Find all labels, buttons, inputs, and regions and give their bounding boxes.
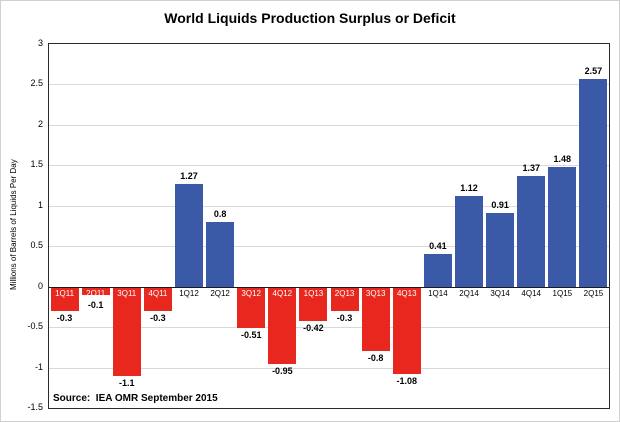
x-category-label: 1Q14	[428, 288, 448, 298]
value-label: 1.37	[522, 162, 540, 173]
x-category-label: 3Q14	[490, 288, 510, 298]
bar-2Q13	[330, 286, 359, 311]
value-label: -1.08	[396, 376, 418, 387]
value-label: -0.3	[150, 312, 166, 323]
value-label: -0.42	[303, 322, 324, 333]
x-category-label: 1Q13	[303, 288, 324, 298]
value-label: 0.8	[213, 208, 227, 219]
gridline	[49, 205, 609, 207]
bar-1Q14	[423, 253, 452, 287]
value-label: -0.3	[336, 312, 353, 323]
y-tick-label: 3	[37, 38, 43, 48]
bar-1Q12	[174, 183, 204, 287]
bar-2Q11	[81, 286, 110, 295]
x-category-label: 2Q14	[459, 288, 479, 298]
value-label: -0.95	[272, 365, 293, 376]
y-tick-label: -0.5	[27, 321, 43, 332]
x-category-label: 3Q11	[117, 288, 137, 298]
value-label: -1.1	[119, 377, 135, 388]
x-category-label: 1Q12	[179, 288, 199, 298]
y-tick-label: 0.5	[30, 240, 43, 251]
x-category-label: 3Q13	[365, 288, 386, 298]
gridline	[49, 124, 609, 126]
bar-3Q11	[112, 286, 141, 376]
value-label: -0.1	[87, 299, 104, 310]
bar-4Q11	[143, 286, 172, 311]
value-label: -0.51	[240, 329, 262, 340]
x-category-label: 2Q11	[86, 288, 106, 298]
value-label: 2.57	[584, 65, 603, 76]
y-tick-label: -1	[34, 361, 43, 372]
x-category-label: 2Q12	[210, 288, 230, 298]
bar-3Q12	[237, 286, 266, 328]
bar-1Q15	[548, 166, 577, 287]
value-label: 1.12	[460, 183, 478, 194]
x-category-label: 4Q14	[521, 288, 541, 298]
x-category-label: 4Q13	[396, 288, 417, 298]
value-label: -0.8	[367, 353, 384, 364]
x-category-label: 4Q12	[272, 288, 293, 298]
x-category-label: 1Q11	[55, 288, 75, 298]
x-category-label: 2Q15	[583, 288, 604, 298]
plot-area: 1Q11 -0.3 2Q11 -0.1 3Q11 -1.1 4Q11 -0.3 1Q12 1.27…	[48, 43, 610, 409]
bar-4Q14	[517, 175, 546, 287]
y-tick-label: 1	[37, 199, 43, 210]
x-category-label: 2Q13	[334, 288, 355, 298]
bar-4Q13	[392, 286, 421, 375]
y-tick-label: 2.5	[30, 78, 43, 89]
bar-2Q14	[454, 196, 484, 287]
x-axis-line	[49, 286, 609, 288]
value-label: 0.41	[429, 240, 447, 251]
x-category-label: 1Q15	[552, 288, 573, 298]
bar-2Q12	[206, 221, 235, 287]
value-label: 0.91	[491, 200, 509, 211]
x-category-label: 3Q12	[241, 288, 261, 298]
gridline	[49, 84, 609, 86]
bar-3Q14	[486, 213, 515, 287]
bar-4Q12	[268, 286, 297, 364]
chart-title: World Liquids Production Surplus or Defi…	[164, 10, 456, 26]
bar-1Q11	[50, 286, 79, 311]
value-label: 1.48	[553, 153, 572, 164]
bar-2Q15	[579, 78, 608, 287]
gridline	[49, 327, 609, 329]
gridline	[49, 165, 609, 167]
gridline	[49, 367, 609, 369]
value-label: 1.27	[180, 170, 198, 181]
value-label: -0.3	[56, 312, 73, 323]
y-tick-label: -1.5	[27, 402, 43, 412]
x-category-label: 4Q11	[148, 288, 168, 298]
bar-3Q13	[361, 286, 390, 352]
source-note: Source: IEA OMR September 2015	[53, 393, 218, 404]
bar-1Q13	[299, 286, 328, 321]
y-tick-label: 0	[37, 280, 43, 291]
gridline	[49, 246, 609, 248]
y-tick-label: 2	[37, 118, 43, 129]
y-tick-label: 1.5	[30, 159, 43, 170]
